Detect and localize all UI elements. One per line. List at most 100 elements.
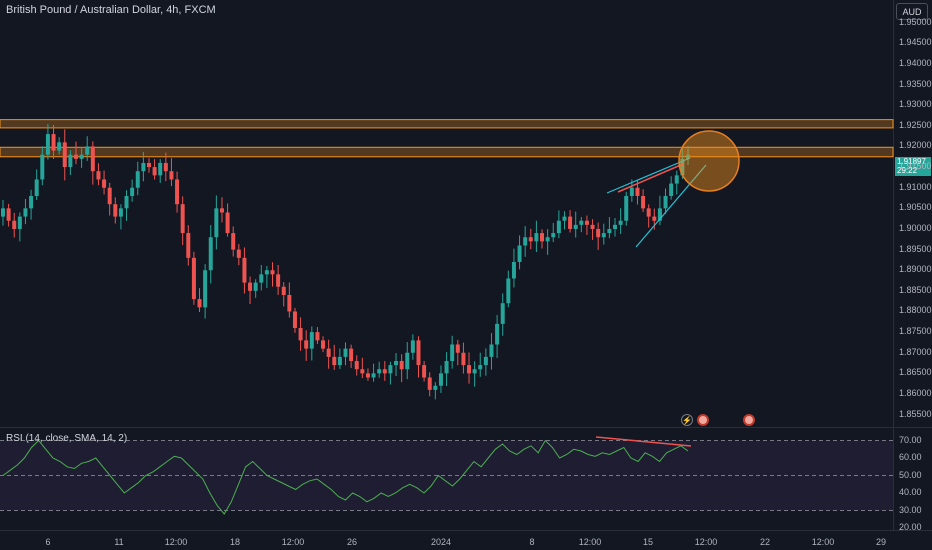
rsi-axis-label: 60.00 (899, 452, 922, 462)
candle-body (596, 228, 601, 238)
candle-body (511, 261, 516, 279)
candle-body (281, 286, 286, 295)
candle-body (657, 208, 662, 221)
candle-body (523, 237, 528, 246)
candle-body (416, 340, 421, 366)
price-axis-label: 1.86500 (899, 367, 932, 378)
candle-body (23, 208, 28, 217)
candle-body (85, 146, 90, 155)
candle-body (292, 311, 297, 328)
candle-body (6, 208, 11, 221)
candle-body (197, 299, 202, 308)
candle-body (607, 228, 612, 234)
price-axis-label: 1.94000 (899, 57, 932, 68)
candle-body (601, 233, 606, 238)
candle-body (455, 344, 460, 353)
candle-body (545, 237, 550, 242)
candle-body (242, 257, 247, 283)
candle-body (248, 282, 253, 291)
candle-body (349, 348, 354, 361)
candle-body (534, 233, 539, 242)
candle-body (225, 212, 230, 234)
candle-body (360, 369, 365, 374)
candle-body (652, 216, 657, 221)
candle-body (528, 237, 533, 242)
resistance-zone (0, 119, 894, 129)
candle-body (309, 332, 314, 349)
candle-body (562, 216, 567, 221)
candle-body (422, 365, 427, 378)
candle-body (483, 356, 488, 366)
candle-body (641, 195, 646, 209)
candle-body (377, 369, 382, 374)
candle-body (506, 278, 511, 304)
candle-body (354, 360, 359, 370)
time-axis-label: 11 (114, 537, 124, 547)
candle-body (40, 154, 45, 180)
time-axis-label: 22 (759, 537, 771, 547)
candle-body (304, 340, 309, 349)
candle-body (382, 369, 387, 374)
candle-body (62, 142, 67, 168)
candle-body (29, 195, 34, 209)
currency-badge[interactable]: AUD (896, 3, 928, 20)
lightning-icon[interactable]: ⚡ (681, 414, 693, 426)
candle-body (467, 365, 472, 374)
candle-body (646, 208, 651, 217)
rsi-indicator-title[interactable]: RSI (14, close, SMA, 14, 2) (6, 433, 128, 444)
flag-event-icon[interactable] (743, 414, 755, 426)
candle-body (253, 282, 258, 291)
rsi-axis-label: 70.00 (899, 434, 922, 445)
price-axis-label: 1.90000 (899, 222, 932, 233)
candle-body (686, 154, 690, 159)
candle-body (517, 245, 522, 262)
candle-body (298, 327, 303, 341)
candle-body (326, 348, 331, 357)
candle-body (208, 237, 213, 271)
candle-body (618, 220, 623, 225)
price-axis-label: 1.95000 (899, 16, 932, 27)
price-axis-label: 1.93000 (899, 99, 932, 110)
candle-body (500, 303, 505, 324)
flag-event-icon[interactable] (697, 414, 709, 426)
candle-body (231, 233, 236, 250)
trend-line-upper (606, 157, 691, 194)
time-axis-label: 2024 (430, 537, 452, 547)
candle-body (444, 360, 449, 374)
price-axis-label: 1.93500 (899, 78, 932, 89)
time-axis-label: 12:00 (578, 537, 602, 547)
rsi-axis-label: 30.00 (899, 504, 922, 515)
candle-body (478, 365, 483, 370)
price-axis-label: 1.94500 (899, 37, 932, 48)
candle-body (590, 224, 595, 229)
candle-body (68, 154, 73, 168)
candle-body (438, 373, 443, 386)
highlight-circle (678, 130, 740, 192)
candle-body (427, 377, 432, 390)
candle-body (79, 154, 84, 159)
candle-body (343, 348, 348, 357)
candle-body (669, 183, 674, 196)
candle-body (365, 373, 370, 378)
price-axis-label: 1.90500 (899, 202, 932, 213)
candle-body (169, 171, 174, 180)
candle-body (287, 294, 292, 312)
candle-body (584, 220, 589, 225)
candle-body (12, 220, 17, 229)
candle-body (674, 175, 679, 184)
candle-body (394, 360, 399, 366)
price-axis-label: 1.87000 (899, 346, 932, 357)
candle-body (540, 233, 545, 242)
candle-body (57, 142, 62, 151)
price-axis-label: 1.89500 (899, 243, 932, 254)
candle-body (399, 360, 404, 370)
last-price: 1.91897 (897, 157, 926, 166)
time-axis-label: 12:00 (694, 537, 718, 547)
time-axis-label: 8 (529, 537, 535, 547)
resistance-zone (0, 146, 894, 158)
price-axis-label: 1.85500 (899, 408, 932, 419)
time-axis-label: 29 (875, 537, 887, 547)
rsi-divergence-line (595, 436, 692, 447)
candle-body (236, 249, 241, 258)
